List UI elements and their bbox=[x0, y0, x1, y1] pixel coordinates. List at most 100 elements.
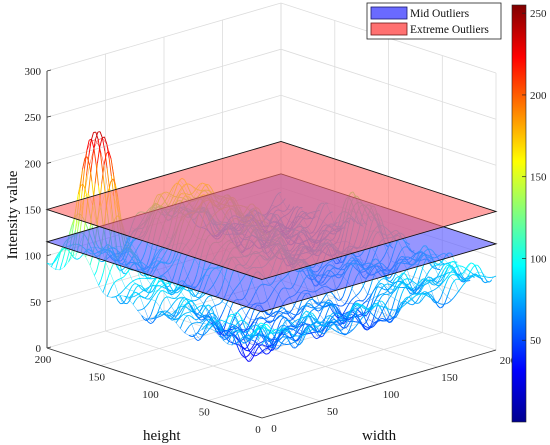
surface-line bbox=[278, 319, 282, 326]
surface-line bbox=[344, 307, 348, 312]
surface-line bbox=[120, 290, 124, 294]
surface-line bbox=[256, 342, 260, 347]
surface-line bbox=[373, 323, 377, 327]
surface-line bbox=[261, 349, 265, 353]
surface-line bbox=[153, 285, 157, 292]
surface-line bbox=[444, 279, 449, 286]
surface-line bbox=[409, 297, 413, 301]
surface-line bbox=[374, 296, 378, 301]
surface-line bbox=[407, 296, 410, 299]
surface-line bbox=[280, 323, 284, 330]
surface-line bbox=[291, 342, 294, 345]
surface-line bbox=[348, 299, 352, 304]
surface-line bbox=[180, 288, 184, 293]
surface-line bbox=[197, 327, 201, 332]
surface-line bbox=[165, 282, 168, 285]
surface-line bbox=[297, 312, 301, 315]
surface-line bbox=[130, 292, 134, 296]
surface-line bbox=[344, 320, 348, 327]
surface-line bbox=[192, 292, 196, 297]
surface-line bbox=[192, 310, 196, 316]
surface-line bbox=[446, 272, 450, 274]
surface-line bbox=[428, 267, 432, 272]
surface-line bbox=[187, 298, 191, 301]
surface-line bbox=[252, 345, 256, 349]
surface-line bbox=[136, 284, 140, 288]
surface-line bbox=[79, 255, 83, 259]
surface-line bbox=[175, 319, 179, 324]
surface-line bbox=[182, 297, 186, 299]
surface-line bbox=[359, 315, 363, 317]
surface-line bbox=[150, 308, 154, 315]
surface-line bbox=[300, 308, 304, 313]
surface-line bbox=[68, 225, 73, 235]
surface-line bbox=[120, 276, 124, 279]
surface-line bbox=[235, 312, 238, 314]
surface-line bbox=[461, 271, 465, 275]
surface-line bbox=[379, 306, 383, 312]
surface-line bbox=[429, 282, 433, 285]
surface-line bbox=[140, 290, 144, 293]
surface-line bbox=[303, 310, 307, 314]
surface-line bbox=[203, 306, 207, 311]
surface-line bbox=[461, 265, 465, 268]
surface-line bbox=[251, 339, 255, 342]
surface-line bbox=[178, 291, 182, 296]
surface-line bbox=[398, 294, 403, 302]
surface-line bbox=[187, 311, 191, 314]
surface-line bbox=[147, 291, 151, 297]
surface-line bbox=[264, 331, 268, 337]
surface-line bbox=[206, 328, 210, 333]
surface-line bbox=[150, 295, 155, 300]
surface-line bbox=[246, 329, 249, 333]
surface-line bbox=[437, 270, 441, 276]
surface-line bbox=[452, 267, 456, 271]
surface-line bbox=[340, 296, 344, 301]
surface-line bbox=[125, 270, 129, 275]
surface-line bbox=[205, 318, 208, 321]
surface-line bbox=[403, 285, 407, 290]
surface-line bbox=[359, 305, 363, 311]
surface-line bbox=[382, 318, 386, 321]
surface-line bbox=[160, 310, 164, 314]
surface-line bbox=[416, 296, 420, 301]
surface-line bbox=[158, 287, 162, 291]
surface-line bbox=[254, 347, 258, 353]
surface-line bbox=[122, 287, 126, 291]
surface-line bbox=[312, 313, 316, 317]
surface-line bbox=[100, 272, 104, 281]
surface-line bbox=[192, 334, 196, 340]
surface-line bbox=[252, 352, 256, 358]
surface-line bbox=[177, 290, 181, 294]
surface-line bbox=[131, 283, 135, 287]
surface-line bbox=[362, 302, 366, 305]
surface-line bbox=[161, 297, 165, 302]
surface-line bbox=[402, 272, 406, 275]
surface-line bbox=[342, 289, 346, 297]
surface-line bbox=[230, 316, 234, 323]
surface-line bbox=[238, 350, 242, 356]
surface-line bbox=[279, 341, 283, 344]
surface-line bbox=[215, 327, 219, 331]
surface-line bbox=[413, 270, 417, 277]
surface-line bbox=[181, 300, 185, 305]
surface-line bbox=[184, 315, 188, 319]
surface-line bbox=[148, 314, 152, 320]
surface-line bbox=[445, 266, 449, 273]
surface-line bbox=[401, 288, 405, 295]
surface-line bbox=[412, 303, 416, 306]
surface-line bbox=[444, 268, 448, 274]
surface-line bbox=[443, 265, 447, 270]
surface-line bbox=[392, 273, 397, 279]
surface-line bbox=[55, 261, 59, 270]
surface-line bbox=[130, 269, 133, 271]
surface-line bbox=[182, 312, 186, 316]
surface-line bbox=[164, 296, 168, 299]
surface-line bbox=[258, 345, 262, 350]
surface-line bbox=[245, 334, 248, 337]
surface-line bbox=[168, 289, 172, 292]
surface-line bbox=[170, 302, 174, 307]
surface-line bbox=[338, 314, 342, 319]
surface-line bbox=[179, 287, 183, 292]
surface-line bbox=[326, 305, 329, 308]
